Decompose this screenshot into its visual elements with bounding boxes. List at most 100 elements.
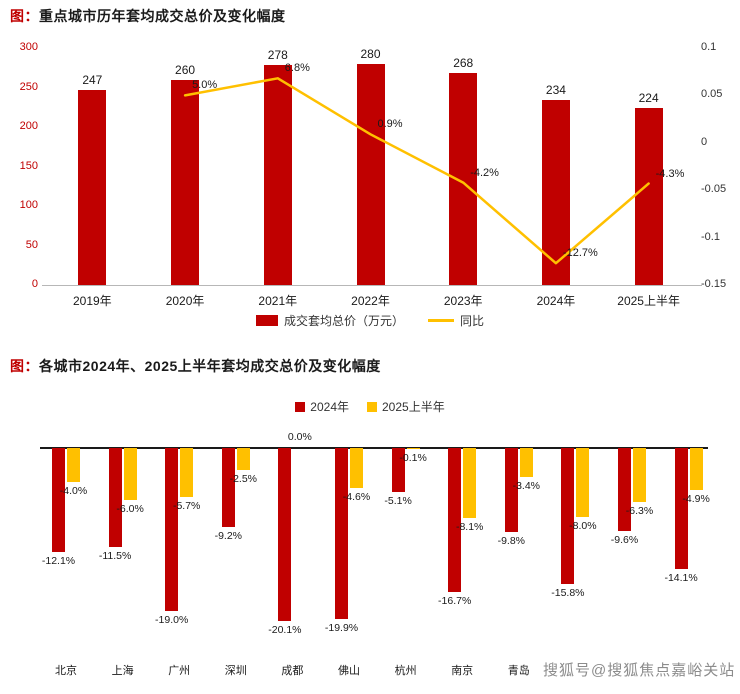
- bar-2024: [561, 448, 575, 584]
- legend-2025-label: 2025上半年: [382, 400, 445, 414]
- bar-2024: [448, 448, 462, 592]
- bar-2024: [335, 448, 348, 620]
- price-bar-value-label: 280: [360, 46, 381, 61]
- legend-2025-swatch: [367, 401, 377, 412]
- left-axis-tick: 50: [25, 238, 38, 251]
- bar-2024: [165, 448, 179, 612]
- chart1-legend: 成交套均总价（万元） 同比: [0, 312, 740, 329]
- bar-2025-label: -8.1%: [455, 520, 484, 533]
- bar-2024-label: -20.1%: [268, 623, 302, 636]
- left-axis-tick: 200: [19, 120, 38, 132]
- bar-2024-label: -14.1%: [664, 572, 698, 585]
- price-bar-value-label: 247: [82, 72, 103, 87]
- right-axis-tick: 0: [701, 135, 708, 148]
- right-axis-tick: 0.05: [701, 88, 723, 101]
- city-label: 成都: [281, 665, 304, 677]
- left-axis-tick: 300: [19, 41, 38, 53]
- legend-2024-swatch: [295, 401, 306, 412]
- chart2-title-text: 各城市2024年、2025上半年套均成交总价及变化幅度: [39, 358, 381, 374]
- bar-2024-label: -9.6%: [610, 533, 639, 546]
- bar-2024-label: -16.7%: [438, 594, 472, 607]
- bar-2024-label: -5.1%: [384, 494, 412, 507]
- price-bar: [171, 79, 200, 285]
- bar-2025-label: -4.6%: [342, 490, 371, 503]
- price-bar: [263, 65, 292, 285]
- bar-2024: [674, 448, 688, 570]
- bar-2025: [350, 448, 363, 488]
- bar-2025: [576, 448, 590, 517]
- bar-2025: [236, 448, 250, 470]
- bar-2024: [504, 448, 518, 533]
- bar-2024: [391, 448, 405, 492]
- chart2-title: 图：各城市2024年、2025上半年套均成交总价及变化幅度: [10, 356, 381, 376]
- price-bar: [356, 63, 385, 285]
- city-label: 广州: [168, 665, 191, 677]
- bar-2025-label: -6.3%: [625, 505, 654, 518]
- bar-2025: [463, 448, 477, 518]
- bar-2025: [519, 448, 533, 478]
- chart2-title-prefix: 图：: [10, 358, 39, 374]
- bar-2024: [278, 448, 292, 621]
- left-axis-tick: 250: [19, 80, 38, 93]
- yoy-line-path: [183, 77, 650, 265]
- bar-2025-label: -0.1%: [399, 451, 427, 464]
- category-label: 2022年: [351, 294, 390, 308]
- category-label: 2019年: [72, 294, 112, 308]
- right-axis-tick: -0.05: [701, 183, 727, 196]
- bar-2025-label: -2.5%: [229, 472, 258, 485]
- city-label: 深圳: [224, 665, 247, 677]
- yoy-point-label: -4.2%: [470, 166, 499, 179]
- bar-2025: [689, 448, 703, 491]
- bar-2025: [633, 448, 646, 503]
- city-label: 佛山: [338, 665, 360, 677]
- category-label: 2024年: [536, 294, 576, 308]
- bar-2024-label: -11.5%: [98, 549, 132, 562]
- left-axis-tick: 100: [19, 199, 38, 211]
- left-axis-tick: 0: [31, 278, 38, 290]
- bar-2024-label: -19.9%: [324, 622, 359, 635]
- bar-2024: [618, 448, 631, 531]
- chart1-title-text: 重点城市历年套均成交总价及变化幅度: [39, 8, 286, 24]
- price-bar: [634, 108, 663, 285]
- bar-2024: [52, 448, 65, 553]
- city-label: 青岛: [507, 665, 530, 677]
- legend-line-swatch: [428, 319, 454, 322]
- legend-line-label: 同比: [460, 314, 485, 328]
- category-label: 2025上半年: [617, 294, 680, 308]
- right-axis-tick: 0.1: [701, 41, 717, 53]
- chart1-title-prefix: 图：: [10, 8, 39, 24]
- legend-bar-label: 成交套均总价（万元）: [283, 314, 404, 328]
- bar-2025: [67, 448, 80, 483]
- yoy-point-label: -12.7%: [562, 247, 598, 260]
- yoy-point-label: 0.9%: [377, 118, 403, 131]
- legend-bar-swatch: [255, 315, 278, 326]
- bar-2024-label: -9.8%: [497, 535, 526, 548]
- price-bar-value-label: 224: [638, 91, 659, 106]
- city-label: 上海: [111, 665, 134, 677]
- zero-axis-line: [40, 447, 708, 449]
- yoy-point-label: 5.0%: [192, 79, 218, 92]
- yoy-point-label: 6.8%: [284, 62, 310, 75]
- bar-2025: [180, 448, 194, 498]
- price-bar-value-label: 234: [545, 83, 566, 98]
- legend-2024-label: 2024年: [310, 400, 349, 414]
- bar-2025: [406, 448, 420, 449]
- bar-2025-label: -8.0%: [569, 519, 597, 532]
- bar-2025-label: -4.9%: [682, 493, 710, 506]
- chart2-legend: 2024年 2025上半年: [0, 398, 740, 415]
- right-axis-tick: -0.1: [701, 230, 720, 243]
- bar-2025-label: -4.0%: [59, 485, 88, 498]
- price-bar-value-label: 278: [267, 48, 288, 63]
- x-axis-line: [42, 285, 702, 286]
- bar-2025-label: -3.4%: [512, 480, 541, 493]
- category-label: 2023年: [443, 294, 483, 308]
- bar-2024-label: -12.1%: [41, 555, 76, 568]
- price-bar-value-label: 268: [453, 56, 474, 71]
- left-axis-tick: 150: [19, 159, 38, 172]
- price-bar: [78, 89, 107, 285]
- bar-2025-label: -5.7%: [172, 500, 201, 513]
- bar-2024-label: -15.8%: [551, 586, 585, 599]
